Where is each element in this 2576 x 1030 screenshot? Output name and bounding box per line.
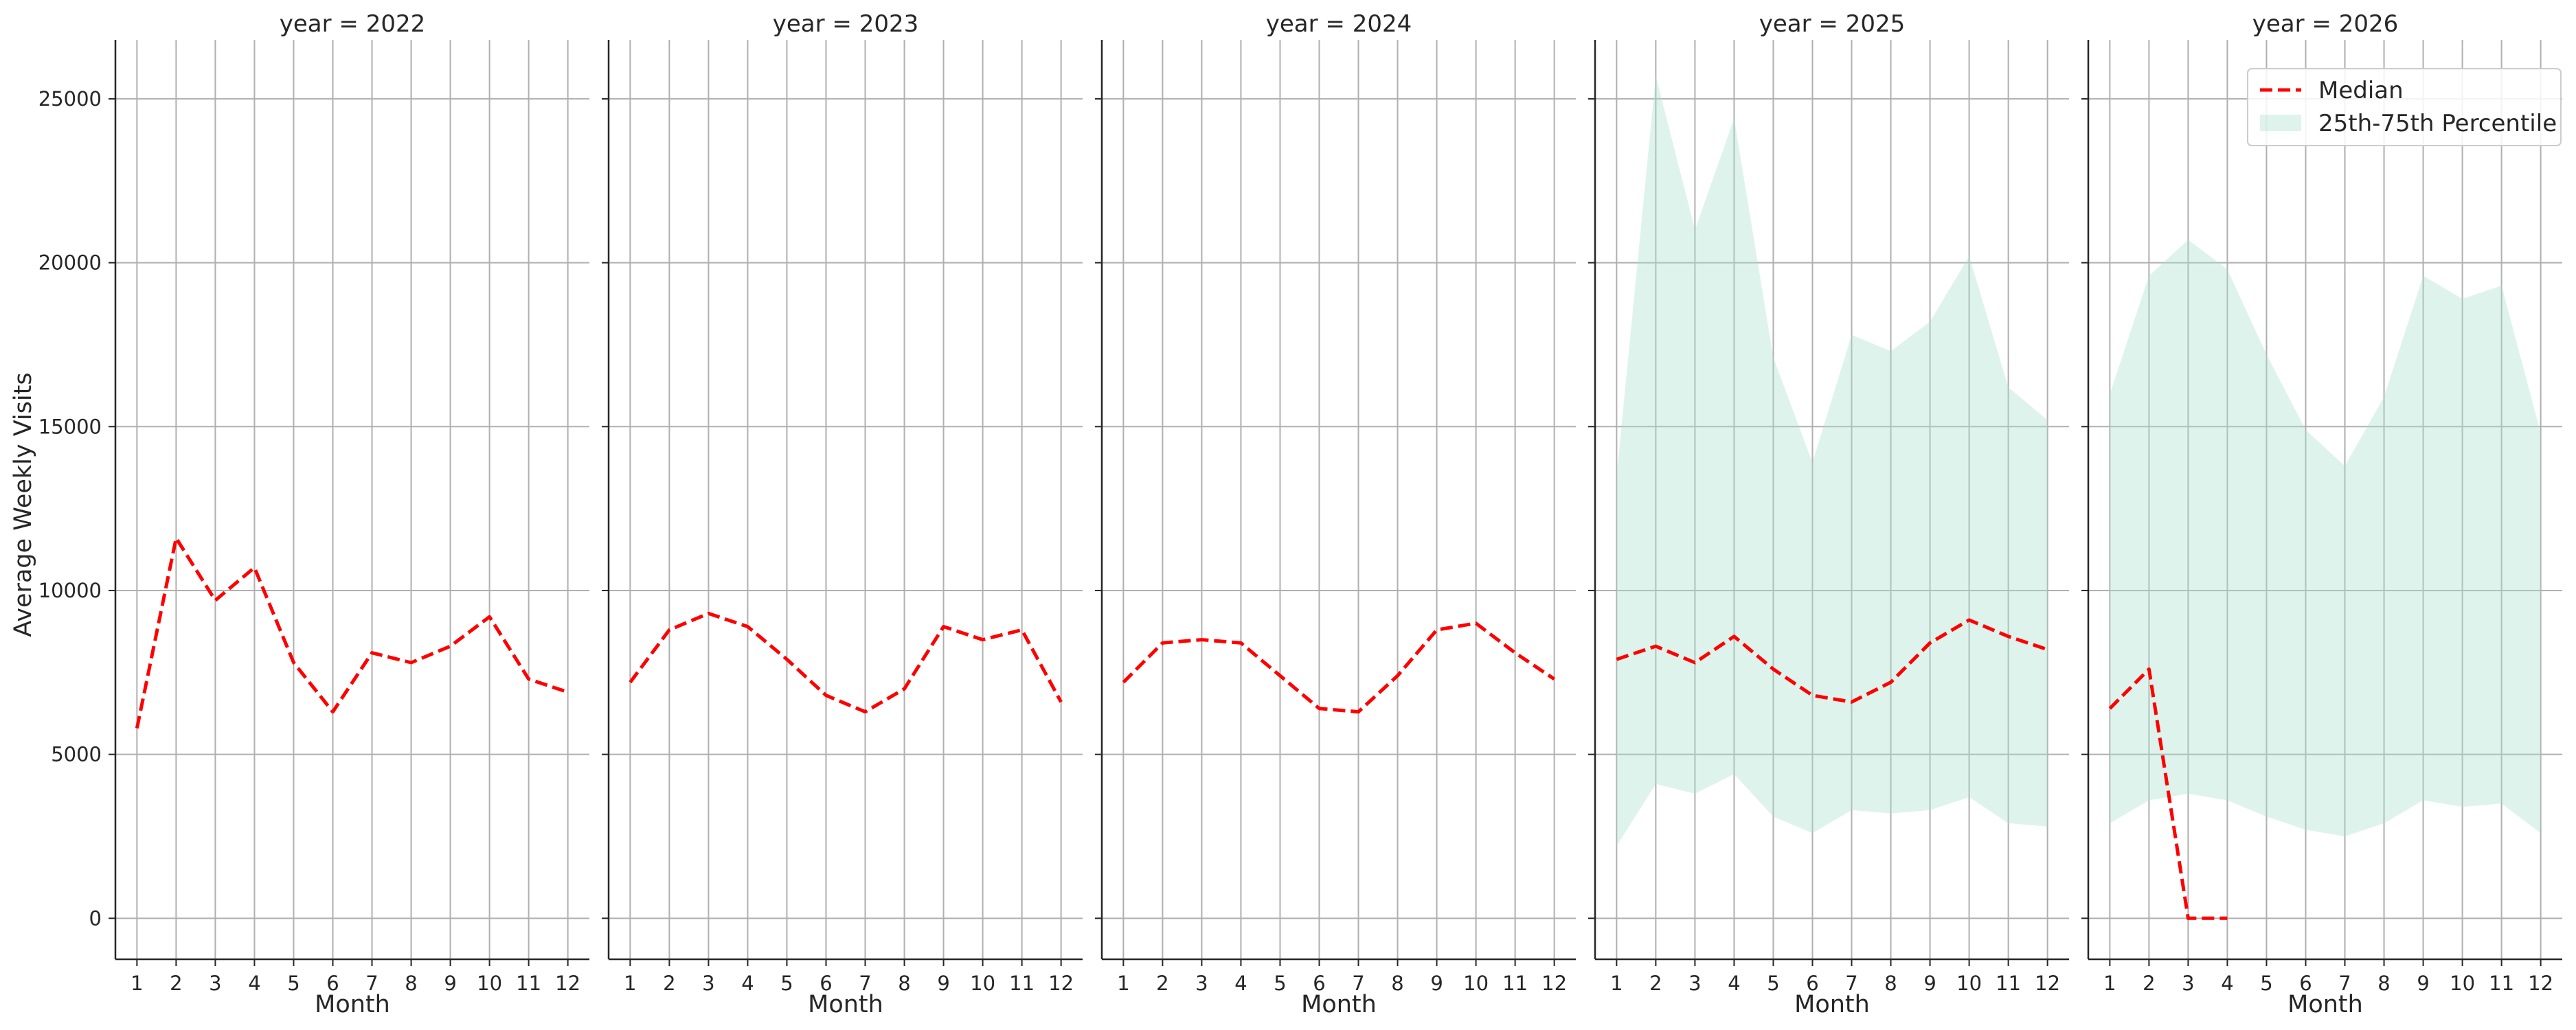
x-tick-label: 10: [970, 972, 995, 995]
x-tick-label: 2: [1649, 972, 1662, 995]
legend: Median 25th-75th Percentile: [2247, 68, 2562, 146]
x-tick-label: 8: [1391, 972, 1403, 995]
x-tick-label: 9: [444, 972, 456, 995]
x-tick-label: 5: [1767, 972, 1779, 995]
x-tick-label: 6: [1313, 972, 1325, 995]
median-line: [1616, 618, 2048, 704]
y-tick-label: 25000: [38, 87, 102, 111]
percentile-band: [1616, 76, 2048, 847]
x-tick-label: 9: [1430, 972, 1443, 995]
x-tick-label: 11: [516, 972, 541, 995]
x-tick-label: 5: [1274, 972, 1286, 995]
y-tick-label: 15000: [38, 415, 102, 438]
x-tick-label: 12: [555, 972, 580, 995]
panel-title: year = 2023: [773, 10, 918, 38]
x-tick-label: 6: [820, 972, 832, 995]
x-tick-label: 1: [1117, 972, 1129, 995]
x-tick-label: 7: [365, 972, 378, 995]
x-tick-label: 2: [170, 972, 182, 995]
x-axis-label: Month: [315, 991, 390, 1018]
median-line: [2108, 667, 2228, 920]
y-tick-label: 5000: [51, 743, 102, 766]
x-tick-label: 8: [2377, 972, 2390, 995]
legend-label-percentile: 25th-75th Percentile: [2318, 110, 2557, 137]
x-tick-label: 11: [2489, 972, 2514, 995]
x-tick-label: 4: [248, 972, 260, 995]
x-tick-label: 8: [405, 972, 417, 995]
x-tick-label: 7: [1845, 972, 1857, 995]
x-tick-label: 1: [624, 972, 636, 995]
x-tick-label: 3: [1195, 972, 1208, 995]
panel-title: year = 2022: [280, 10, 425, 38]
x-tick-label: 1: [1610, 972, 1623, 995]
x-tick-label: 7: [2338, 972, 2351, 995]
x-tick-label: 6: [1806, 972, 1818, 995]
y-axis-label: Average Weekly Visits: [10, 372, 37, 637]
x-tick-label: 11: [1996, 972, 2021, 995]
x-tick-label: 10: [1956, 972, 1982, 995]
facet-panels: 1 2 3 4 5 6 7 8 9 10 11 120500010000150002000025000…: [38, 10, 2562, 1018]
x-axis-label: Month: [1301, 991, 1377, 1018]
median-line: [629, 611, 1063, 714]
x-tick-label: 4: [741, 972, 754, 995]
x-tick-label: 5: [780, 972, 793, 995]
x-tick-label: 11: [1502, 972, 1528, 995]
x-tick-label: 2: [1156, 972, 1168, 995]
x-tick-label: 5: [2260, 972, 2272, 995]
x-tick-label: 4: [1234, 972, 1247, 995]
x-tick-label: 1: [131, 972, 143, 995]
x-tick-label: 3: [1688, 972, 1701, 995]
x-tick-label: 10: [477, 972, 502, 995]
x-tick-label: 4: [1728, 972, 1740, 995]
x-tick-label: 1: [2103, 972, 2116, 995]
panel-0: 1 2 3 4 5 6 7 8 9 10 11 120500010000150002000025000…: [38, 10, 589, 1018]
median-line: [135, 536, 569, 729]
x-tick-label: 7: [1352, 972, 1364, 995]
x-tick-label: 12: [2528, 972, 2553, 995]
x-tick-label: 7: [859, 972, 871, 995]
x-tick-label: 12: [1048, 972, 1074, 995]
x-tick-label: 10: [1463, 972, 1489, 995]
legend-band-swatch: [2260, 115, 2301, 131]
panel-title: year = 2026: [2252, 10, 2398, 38]
x-tick-label: 9: [2417, 972, 2429, 995]
percentile-band: [2110, 240, 2541, 836]
x-tick-label: 9: [1923, 972, 1936, 995]
x-tick-label: 12: [1541, 972, 1567, 995]
legend-label-median: Median: [2318, 77, 2404, 104]
x-tick-label: 3: [2182, 972, 2194, 995]
x-tick-label: 6: [2299, 972, 2312, 995]
x-tick-label: 8: [1884, 972, 1897, 995]
x-tick-label: 11: [1009, 972, 1035, 995]
x-tick-label: 12: [2035, 972, 2060, 995]
x-axis-label: Month: [1794, 991, 1870, 1018]
x-axis-label: Month: [2287, 991, 2363, 1018]
x-tick-label: 8: [898, 972, 910, 995]
x-tick-label: 2: [663, 972, 675, 995]
x-tick-label: 2: [2143, 972, 2155, 995]
x-axis-label: Month: [808, 991, 883, 1018]
y-tick-label: 0: [89, 906, 102, 930]
x-tick-label: 5: [287, 972, 300, 995]
median-line: [1122, 621, 1555, 714]
y-tick-label: 20000: [38, 251, 102, 275]
y-tick-label: 10000: [38, 579, 102, 602]
panel-title: year = 2025: [1759, 10, 1905, 38]
x-tick-label: 10: [2450, 972, 2475, 995]
x-tick-label: 4: [2221, 972, 2233, 995]
x-tick-label: 3: [209, 972, 221, 995]
x-tick-label: 3: [702, 972, 714, 995]
x-tick-label: 9: [937, 972, 949, 995]
x-tick-label: 6: [326, 972, 339, 995]
legend-frame: [2247, 68, 2562, 146]
panel-title: year = 2024: [1266, 10, 1412, 38]
